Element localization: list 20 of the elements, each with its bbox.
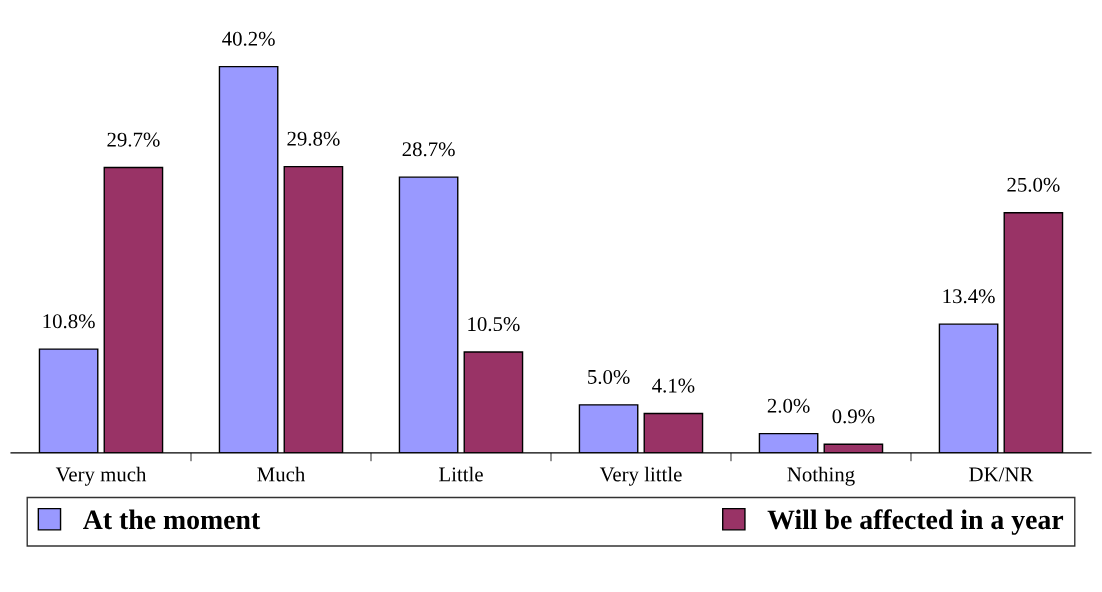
data-label: 4.1% [652,378,695,393]
x-tick-label: Very much [55,466,147,486]
data-label: 5.0% [588,369,630,385]
data-label: 10.5% [468,317,520,332]
x-tick-label: Little [439,466,483,482]
x-tick-label: Nothing [787,466,855,486]
x-tick-label: Very little [599,466,682,486]
x-tick-label: Much [257,466,306,482]
data-label: 10.8% [43,314,95,329]
data-label: 0.9% [832,409,875,424]
legend-label: At the moment [83,509,261,530]
data-label: 13.4% [943,289,995,304]
data-label: 29.8% [287,131,340,146]
data-label: 2.0% [767,398,810,413]
data-label: 28.7% [402,142,455,157]
legend-label: Will be affected in a year [767,509,1064,535]
data-label: 40.2% [222,31,275,46]
x-tick-label: DK/NR [969,467,1034,482]
data-label: 25.0% [1007,177,1060,192]
data-label: 29.7% [107,132,160,147]
